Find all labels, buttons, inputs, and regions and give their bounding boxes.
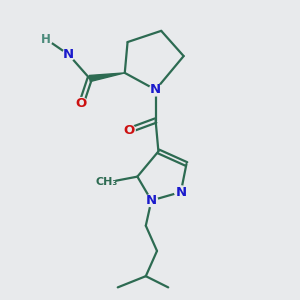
Text: N: N bbox=[175, 186, 186, 199]
Circle shape bbox=[123, 124, 135, 136]
Text: O: O bbox=[123, 124, 135, 137]
Circle shape bbox=[75, 98, 88, 110]
Text: N: N bbox=[63, 48, 74, 61]
Circle shape bbox=[95, 172, 115, 192]
Circle shape bbox=[40, 33, 52, 45]
Circle shape bbox=[62, 49, 75, 61]
Circle shape bbox=[149, 84, 162, 96]
Text: CH₃: CH₃ bbox=[95, 177, 118, 187]
Circle shape bbox=[175, 186, 187, 198]
Text: N: N bbox=[150, 83, 161, 96]
Polygon shape bbox=[89, 73, 125, 82]
Text: N: N bbox=[146, 194, 157, 207]
Text: H: H bbox=[41, 33, 51, 46]
Text: O: O bbox=[76, 97, 87, 110]
Circle shape bbox=[145, 194, 158, 207]
